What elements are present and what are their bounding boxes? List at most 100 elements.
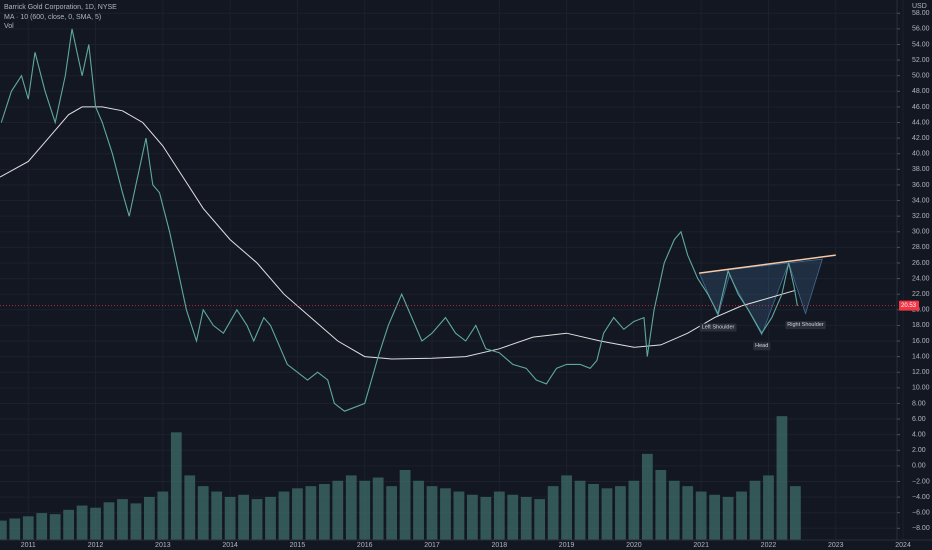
y-tick-label: −2.00	[912, 478, 930, 485]
volume-bar	[292, 488, 303, 540]
volume-bar	[22, 516, 34, 540]
volume-bar	[668, 480, 680, 540]
volume-bar	[493, 491, 505, 540]
volume-bar	[251, 499, 263, 540]
y-tick-label: 16.00	[912, 338, 930, 345]
volume-bar	[453, 491, 465, 540]
x-tick-label: 2021	[693, 542, 709, 549]
legend-entry: MA · 10 (600, close, 0, SMA, 5)	[4, 14, 101, 21]
volume-bar	[399, 470, 411, 540]
volume-bar	[386, 486, 398, 540]
volume-pane	[0, 416, 801, 540]
volume-bar	[130, 503, 142, 540]
volume-bar	[278, 491, 290, 540]
x-tick-label: 2022	[761, 542, 777, 549]
x-tick-label: 2016	[357, 542, 373, 549]
volume-bar	[520, 496, 532, 540]
volume-bar	[184, 475, 196, 540]
volume-bar	[0, 520, 7, 540]
volume-bar	[238, 494, 249, 540]
volume-bar	[197, 486, 209, 540]
y-tick-label: 44.00	[912, 119, 930, 126]
volume-bar	[49, 514, 61, 540]
x-tick-label: 2018	[492, 542, 508, 549]
volume-bar	[574, 480, 586, 540]
volume-bar	[601, 488, 613, 540]
volume-bar	[63, 509, 75, 540]
volume-bar	[90, 507, 101, 540]
ma-line	[0, 106, 796, 360]
volume-bar	[615, 486, 626, 540]
last-price-label: 20.53	[901, 303, 917, 309]
y-tick-label: 42.00	[912, 135, 930, 142]
y-axis-label: USD	[912, 3, 927, 10]
volume-bar	[655, 470, 667, 540]
volume-bar	[413, 480, 424, 540]
x-tick-label: 2013	[155, 542, 171, 549]
volume-bar	[641, 453, 653, 540]
annotation-box	[699, 323, 737, 332]
y-tick-label: 50.00	[912, 73, 930, 80]
volume-bar	[117, 499, 128, 540]
pattern-shape	[698, 258, 823, 336]
volume-bar	[224, 496, 236, 540]
volume-bar	[736, 491, 747, 540]
neckline	[699, 254, 836, 274]
last-price-box	[899, 300, 919, 311]
volume-bar	[682, 486, 694, 540]
y-tick-label: 36.00	[912, 182, 930, 189]
volume-bar	[507, 494, 519, 540]
y-tick-label: 18.00	[912, 322, 930, 329]
legend-entry: Vol	[4, 23, 14, 30]
y-tick-label: 14.00	[912, 353, 930, 360]
y-tick-label: 26.00	[912, 260, 930, 267]
annotation-box	[753, 342, 771, 351]
y-tick-label: 52.00	[912, 57, 930, 64]
volume-bar	[709, 494, 721, 540]
volume-bar	[144, 496, 155, 540]
volume-bar	[628, 480, 640, 540]
volume-bar	[440, 488, 451, 540]
x-tick-label: 2023	[828, 542, 844, 549]
y-tick-label: 20.00	[912, 307, 930, 314]
y-tick-label: 58.00	[912, 10, 930, 17]
volume-bar	[534, 499, 546, 540]
y-tick-label: 30.00	[912, 229, 930, 236]
volume-bar	[467, 494, 478, 540]
grid	[0, 0, 904, 540]
volume-bar	[722, 496, 734, 540]
annotation: Head	[755, 343, 768, 349]
y-tick-label: 56.00	[912, 26, 930, 33]
y-tick-label: 32.00	[912, 213, 930, 220]
x-tick-label: 2020	[626, 542, 642, 549]
volume-bar	[588, 484, 599, 540]
y-tick-label: 24.00	[912, 275, 930, 282]
volume-bar	[561, 475, 572, 540]
y-tick-label: 34.00	[912, 197, 930, 204]
volume-bar	[763, 475, 774, 540]
x-tick-label: 2014	[222, 542, 238, 549]
x-tick-label: 2019	[559, 542, 575, 549]
annotation: Left Shoulder	[702, 324, 735, 330]
volume-bar	[359, 480, 371, 540]
volume-bar	[76, 505, 88, 540]
y-tick-label: 40.00	[912, 151, 930, 158]
y-tick-label: 12.00	[912, 369, 930, 376]
volume-bar	[372, 477, 384, 540]
volume-bar	[749, 480, 761, 540]
volume-bar	[426, 486, 438, 540]
y-tick-label: 22.00	[912, 291, 930, 298]
y-tick-label: 8.00	[912, 400, 926, 407]
annotation: Right Shoulder	[787, 322, 824, 328]
volume-bar	[345, 475, 357, 540]
volume-bar	[9, 518, 21, 540]
plot: Left Shoulder Head Right Shoulder	[0, 28, 897, 412]
volume-bar	[36, 513, 48, 540]
volume-bar	[547, 486, 559, 540]
annotation-box	[785, 321, 826, 330]
x-tick-label: 2012	[88, 542, 104, 549]
volume-bar	[790, 486, 801, 540]
y-tick-label: 48.00	[912, 88, 930, 95]
y-tick-label: 10.00	[912, 385, 930, 392]
y-tick-label: 28.00	[912, 244, 930, 251]
